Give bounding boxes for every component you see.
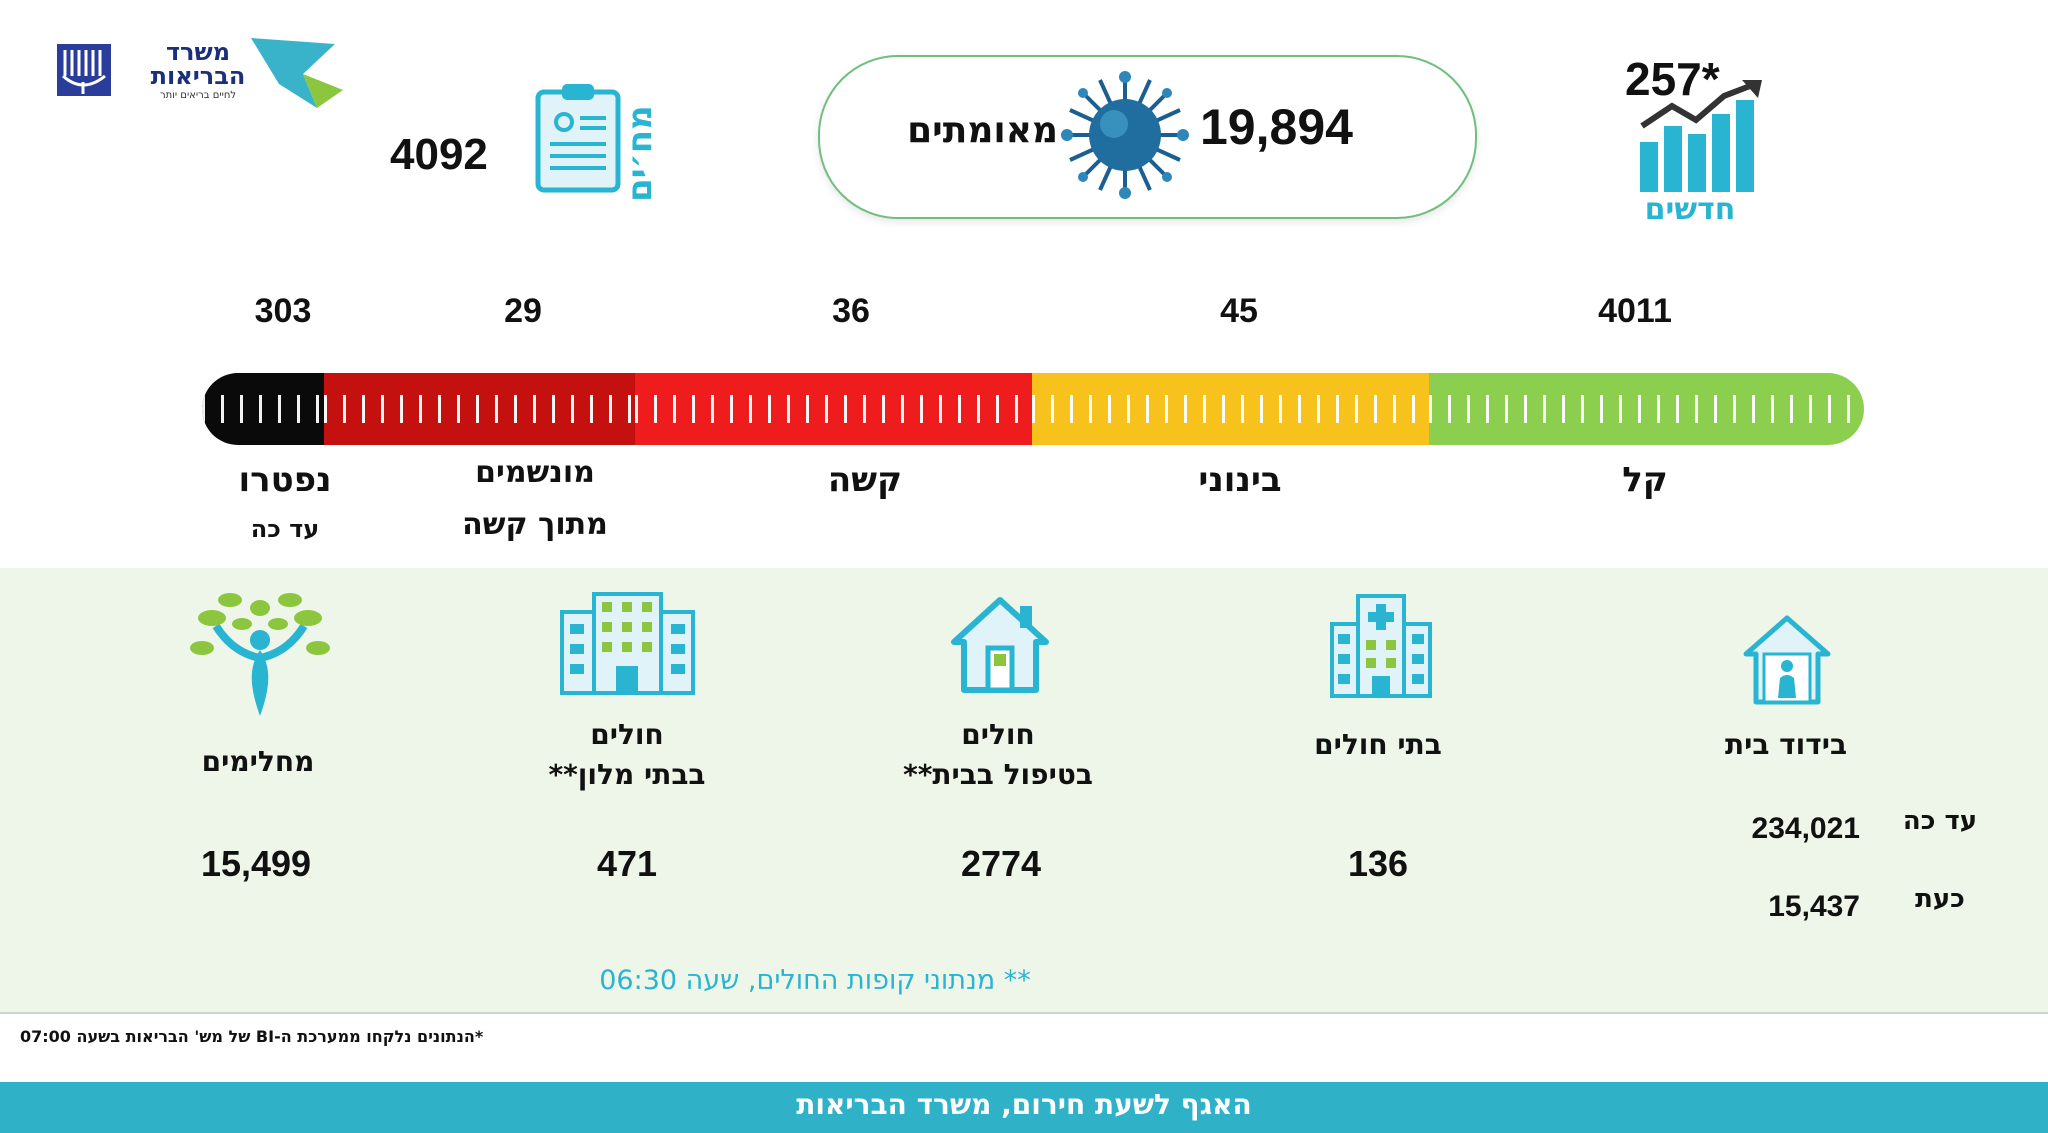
clipboard-icon [534, 82, 622, 194]
hospital-building-icon [1330, 594, 1432, 698]
tree-person-icon [190, 588, 330, 718]
ventilated-label-line1: מונשמים [475, 455, 595, 490]
checkups-label: מח׳ים [620, 105, 660, 202]
ventilated-count: 29 [504, 292, 542, 330]
trend-chart-icon [1636, 80, 1766, 195]
bottom-banner-text: האגף לשעת חירום, משרד הבריאות [796, 1088, 1252, 1121]
mild-label: קל [1622, 460, 1668, 500]
home-care-count: 2774 [960, 843, 1042, 884]
new-cases-count: 257* [1625, 53, 1720, 105]
hmo-footnote: ** מנתוני קופות החולים, שעה 06:30 [599, 965, 1031, 996]
confirmed-label: מאומתים [907, 110, 1058, 151]
recovered-label: מחלימים [201, 745, 315, 778]
hospitals-label: בתי חולים [1314, 728, 1442, 761]
ministry-name-line1: משרד [165, 38, 231, 66]
hotels-count: 471 [596, 843, 658, 884]
mild-count: 4011 [1598, 292, 1672, 330]
virus-icon [1060, 70, 1190, 200]
home-isolation-label: בידוד בית [1724, 728, 1848, 761]
home-isolation-so-far-value: 234,021 [1751, 812, 1860, 845]
hotels-label-line2: בבתי מלון** [548, 758, 706, 791]
hotels-label-line1: חולים [590, 718, 664, 751]
confirmed-count: 19,894 [1200, 99, 1353, 155]
serious-count: 36 [832, 292, 870, 330]
home-care-label-line2: בטיפול בבית** [903, 758, 1093, 791]
ventilated-label-line2: מתוך קשה [462, 507, 608, 542]
home-care-label-line1: חולים [961, 718, 1035, 751]
home-isolation-now-label: כעת [1915, 884, 1965, 914]
deceased-count: 303 [254, 292, 312, 330]
severity-segment-ventilated [324, 373, 635, 445]
recovered-count: 15,499 [200, 843, 312, 884]
hospitals-count: 136 [1347, 843, 1409, 884]
home-care-house-icon [950, 596, 1050, 694]
new-cases-label: חדשים [1644, 192, 1736, 227]
hotel-building-icon [560, 590, 695, 695]
severity-segment-moderate [1032, 373, 1429, 445]
ministry-logo [55, 30, 355, 110]
severity-segment-deceased [202, 373, 324, 445]
checkups-count: 4092 [390, 130, 488, 179]
deceased-label-line1: נפטרו [238, 460, 332, 500]
serious-label: קשה [827, 460, 903, 500]
ministry-name-line2: הבריאות [150, 62, 246, 90]
bi-footnote: *הנתונים נלקחו ממערכת ה-BI של מש' הבריאו… [20, 1027, 484, 1046]
deceased-label-line2: עד כה [250, 515, 320, 543]
divider [0, 1012, 2048, 1014]
moderate-count: 45 [1220, 292, 1258, 330]
severity-bar [202, 373, 1864, 445]
bottom-banner [0, 1082, 2048, 1133]
severity-segment-mild [1429, 373, 1864, 445]
ministry-tagline: לחיים בריאים יותר [159, 90, 237, 101]
moderate-label: בינוני [1198, 460, 1282, 500]
severity-segment-serious [635, 373, 1032, 445]
home-isolation-house-icon [1742, 614, 1832, 706]
home-isolation-now-value: 15,437 [1768, 890, 1860, 923]
home-isolation-so-far-label: עד כה [1902, 806, 1978, 836]
